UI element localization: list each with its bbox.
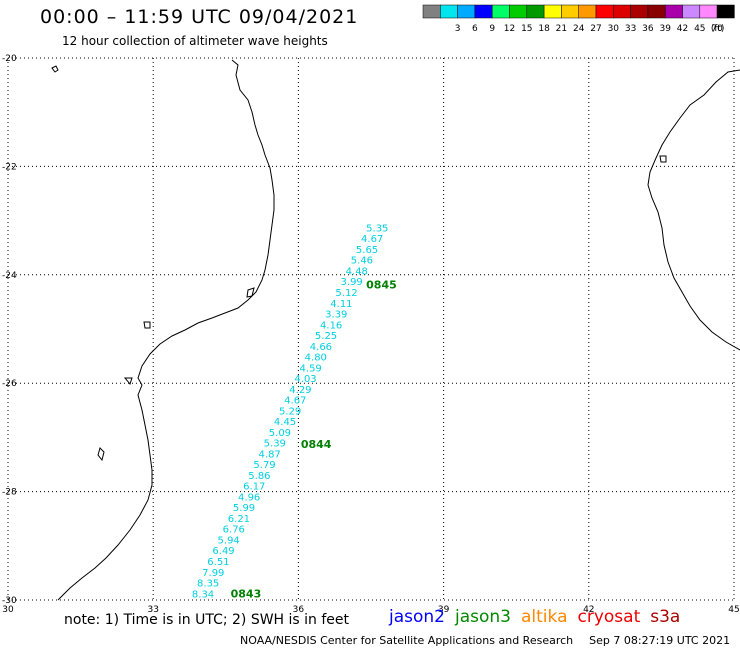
lat-tick-label: -30 [2, 596, 17, 606]
scale-label: 3 [455, 24, 461, 34]
wave-height-color-scale: 3 6 9 12 15 18 21 24 27 30 33 36 39 42 45 70(ft) [422, 4, 735, 34]
map-subtitle: 12 hour collection of altimeter wave hei… [62, 34, 328, 48]
lat-lon-grid [7, 57, 735, 601]
swh-value-label: 4.48 [346, 266, 368, 277]
swh-value-label: 5.25 [315, 331, 337, 342]
satellite-legend: jason2 jason3 altika cryosat s3a [389, 607, 690, 627]
scale-label: 6 [472, 24, 478, 34]
lat-tick-label: -22 [2, 162, 17, 172]
lon-tick-label: 42 [583, 605, 594, 615]
swh-value-label: 4.96 [238, 492, 260, 503]
swh-value-label: 5.29 [279, 406, 301, 417]
swh-value-label: 5.09 [269, 428, 291, 439]
lat-tick-label: -28 [2, 488, 17, 498]
swh-value-label: 6.76 [223, 525, 245, 536]
swh-value-label: 6.49 [212, 546, 234, 557]
scale-label: 9 [489, 24, 495, 34]
credit-line: NOAA/NESDIS Center for Satellite Applica… [240, 634, 730, 647]
swh-value-label: 3.39 [325, 310, 347, 321]
swh-value-label: 4.16 [320, 320, 342, 331]
swh-value-label: 7.99 [202, 568, 224, 579]
swh-value-label: 8.35 [197, 579, 219, 590]
lon-tick-label: 45 [728, 605, 739, 615]
swh-value-label: 5.79 [253, 460, 275, 471]
scale-label: 15 [521, 24, 532, 34]
swh-value-label: 5.46 [351, 256, 373, 267]
scale-label: 45 [694, 24, 705, 34]
swh-value-label: 5.39 [264, 439, 286, 450]
swh-value-label: 3.99 [341, 277, 363, 288]
credit-text: NOAA/NESDIS Center for Satellite Applica… [240, 634, 574, 647]
map-title: 00:00 – 11:59 UTC 09/04/2021 [40, 6, 359, 28]
swh-value-label: 6.51 [207, 557, 229, 568]
swh-value-label: 4.59 [300, 363, 322, 374]
satellite-s3a: s3a [650, 607, 681, 627]
swh-value-label: 4.87 [259, 449, 281, 460]
swh-value-label: 6.21 [228, 514, 250, 525]
lat-tick-label: -26 [2, 379, 17, 389]
swh-track: 8.348.357.996.516.495.946.766.215.994.96… [192, 223, 389, 600]
scale-label: 12 [504, 24, 515, 34]
lon-tick-label: 36 [293, 605, 305, 615]
lat-tick-label: -24 [2, 271, 17, 281]
scale-label: 36 [642, 24, 654, 34]
swh-value-label: 5.94 [218, 535, 240, 546]
coastline-mozambique [51, 59, 275, 601]
lon-tick-label: 30 [2, 605, 14, 615]
map-axes: 30 33 36 39 42 45 -20 -22 -24 -26 -28 -30 [2, 54, 740, 615]
scale-swatch [716, 4, 735, 19]
swh-value-label: 4.67 [361, 234, 383, 245]
swh-value-label: 4.11 [330, 299, 352, 310]
swh-value-label: 4.03 [294, 374, 316, 385]
scale-label: 39 [659, 24, 671, 34]
scale-label: 42 [677, 24, 688, 34]
scale-label: 27 [590, 24, 601, 34]
scale-label: 18 [538, 24, 550, 34]
swh-value-label: 6.17 [243, 482, 265, 493]
scale-unit-label: (ft) [711, 24, 725, 34]
satellite-jason2: jason2 [389, 607, 445, 627]
lon-tick-label: 39 [438, 605, 450, 615]
scale-label: 21 [556, 24, 567, 34]
lon-tick-label: 33 [147, 605, 158, 615]
pass-time-label: 0844 [301, 438, 332, 451]
satellite-jason3: jason3 [455, 607, 511, 627]
swh-value-label: 4.80 [305, 353, 327, 364]
coastline-madagascar [647, 69, 740, 351]
swh-value-label: 5.99 [233, 503, 255, 514]
generated-timestamp: Sep 7 08:27:19 UTC 2021 [589, 634, 731, 647]
swh-value-label: 5.86 [248, 471, 270, 482]
units-note: note: 1) Time is in UTC; 2) SWH is in fe… [64, 612, 350, 628]
scale-label: 24 [573, 24, 585, 34]
swh-value-label: 5.12 [335, 288, 357, 299]
swh-value-label: 4.45 [274, 417, 296, 428]
lat-tick-label: -20 [2, 54, 17, 64]
scale-label: 30 [608, 24, 620, 34]
swh-value-label: 5.35 [366, 223, 388, 234]
pass-time-label: 0843 [231, 587, 262, 600]
scale-label: 70 [711, 24, 723, 34]
satellite-cryosat: cryosat [577, 607, 641, 627]
swh-value-label: 5.65 [356, 245, 378, 256]
swh-value-label: 4.29 [289, 385, 311, 396]
swh-value-label: 4.67 [284, 396, 306, 407]
swh-value-label: 4.66 [310, 342, 332, 353]
pass-time-label: 0845 [366, 278, 397, 291]
swh-value-label: 8.34 [192, 589, 214, 600]
scale-label: 33 [625, 24, 636, 34]
pass-time-labels: 0843 0844 0845 [231, 278, 397, 600]
satellite-altika: altika [521, 607, 568, 627]
